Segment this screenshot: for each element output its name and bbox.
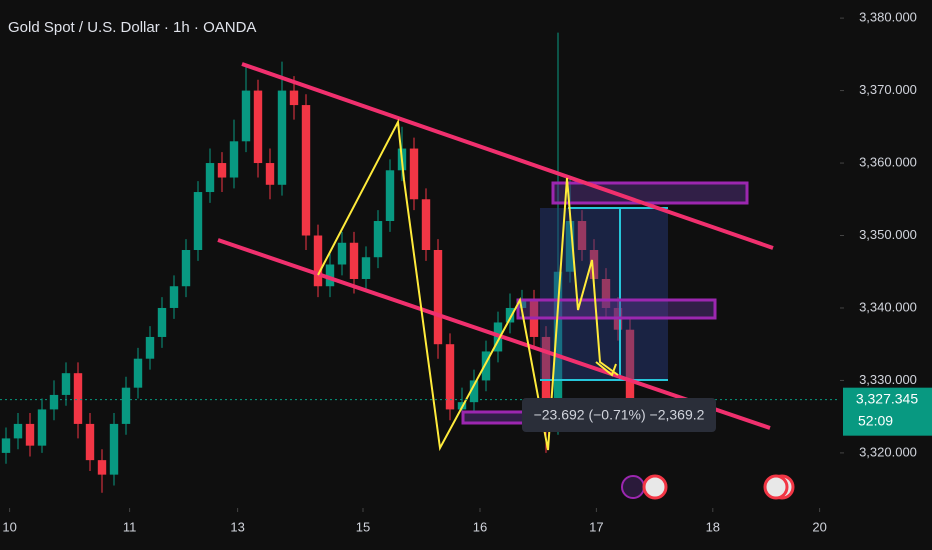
- x-tick-label: 11: [123, 519, 137, 534]
- measure-box: [540, 208, 668, 380]
- last-price-label: 3,327.345: [856, 390, 918, 406]
- y-tick-label: 3,360.000: [859, 154, 917, 169]
- zone-box: [516, 298, 717, 320]
- x-tick-label: 17: [589, 519, 603, 534]
- x-tick-label: 13: [230, 519, 244, 534]
- candle-body: [361, 257, 371, 279]
- candle-body: [373, 221, 383, 258]
- candle-body: [49, 394, 59, 410]
- candle-body: [277, 90, 287, 185]
- y-tick-label: 3,350.000: [859, 227, 917, 242]
- event-icon[interactable]: [763, 474, 789, 500]
- candle-body: [349, 242, 359, 279]
- candle-body: [1, 438, 11, 453]
- candle-body: [577, 221, 587, 250]
- candle-body: [289, 90, 299, 106]
- price-tag: [843, 387, 932, 436]
- candle-body: [337, 242, 347, 265]
- candle-body: [13, 423, 23, 439]
- candle-body: [157, 307, 167, 337]
- candle-body: [25, 423, 35, 446]
- candle-body: [121, 387, 131, 424]
- event-icons: [621, 474, 795, 500]
- x-tick-label: 16: [473, 519, 487, 534]
- measure-tooltip: [522, 398, 716, 432]
- event-icon[interactable]: [642, 474, 668, 500]
- x-tick-label: 15: [356, 519, 370, 534]
- candle-body: [61, 373, 71, 395]
- y-tick-label: 3,340.000: [859, 299, 917, 314]
- y-tick-label: 3,320.000: [859, 444, 917, 459]
- zigzag: [317, 118, 619, 452]
- candle-body: [445, 344, 455, 410]
- candle-body: [469, 380, 479, 403]
- trend-line: [217, 238, 771, 430]
- candle-body: [433, 250, 443, 345]
- countdown: 52:09: [858, 412, 893, 428]
- candle-body: [169, 286, 179, 308]
- arrow: [595, 361, 617, 377]
- measure-label: −23.692 (−0.71%) −2,369.2: [534, 407, 705, 423]
- candle-body: [517, 300, 527, 308]
- event-icon[interactable]: [621, 475, 645, 499]
- y-tick-label: 3,370.000: [859, 82, 917, 97]
- candle-body: [589, 250, 599, 279]
- candle-body: [37, 409, 47, 446]
- trend-line: [241, 62, 774, 250]
- y-tick-label: 3,380.000: [859, 10, 917, 25]
- candle-body: [253, 90, 263, 164]
- candle-body: [325, 264, 335, 287]
- candle-body: [625, 329, 635, 403]
- candle-body: [217, 163, 227, 178]
- candle-body: [601, 278, 611, 308]
- candle-body: [205, 163, 215, 193]
- candle-body: [565, 221, 575, 272]
- x-tick-label: 10: [2, 519, 16, 534]
- candle-body: [553, 271, 563, 424]
- candle-body: [481, 351, 491, 381]
- candle-body: [97, 460, 107, 475]
- candle-body: [313, 235, 323, 287]
- x-tick-label: 20: [812, 519, 826, 534]
- chart-title: Gold Spot / U.S. Dollar · 1h · OANDA: [8, 19, 256, 36]
- y-tick-label: 3,330.000: [859, 372, 917, 387]
- candle-body: [265, 163, 275, 185]
- candle-body: [145, 336, 155, 359]
- x-tick-label: 18: [706, 519, 720, 534]
- candle-body: [109, 423, 119, 475]
- candle-body: [85, 423, 95, 461]
- candle-body: [385, 170, 395, 222]
- zone-box: [551, 181, 749, 205]
- candle-body: [505, 307, 515, 323]
- candle-body: [133, 358, 143, 388]
- candle-body: [409, 148, 419, 200]
- candle-body: [193, 192, 203, 250]
- candle-body: [181, 250, 191, 287]
- candle-body: [241, 90, 251, 142]
- candle-body: [421, 199, 431, 250]
- candle-body: [301, 105, 311, 236]
- candle-body: [73, 373, 83, 424]
- candle-body: [229, 141, 239, 178]
